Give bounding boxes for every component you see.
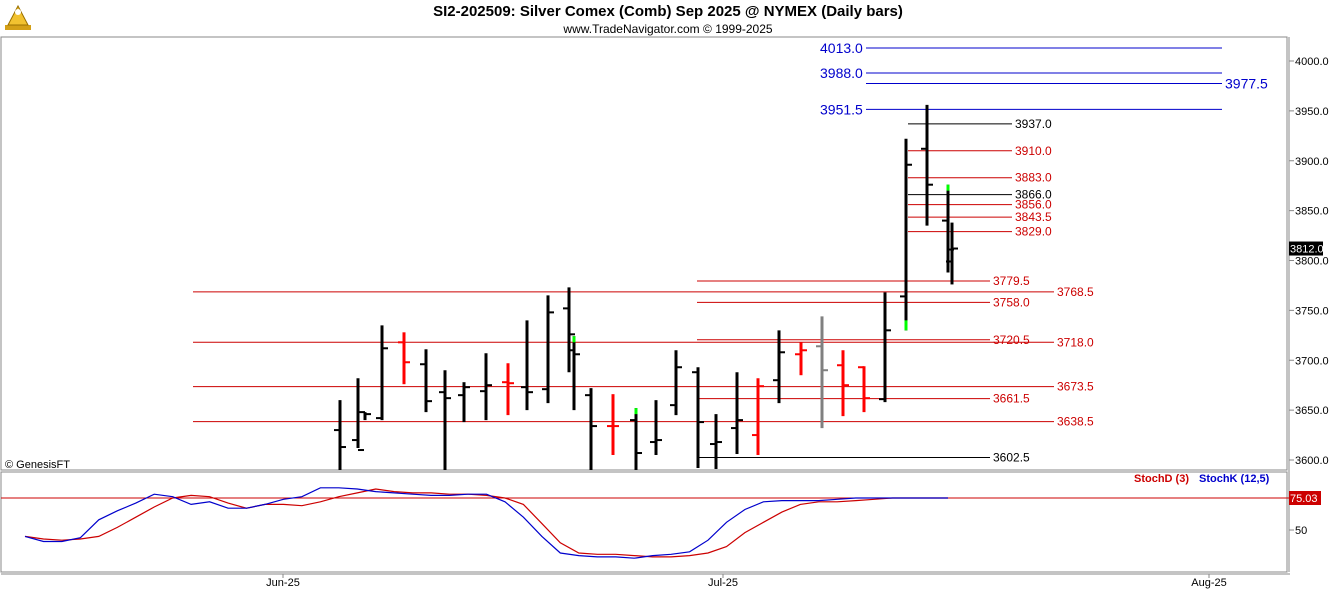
stoch-series-line	[24, 488, 948, 558]
level-label: 3779.5	[993, 274, 1030, 288]
copyright-text: © GenesisFT	[5, 459, 70, 471]
y-tick-label: 4000.0	[1295, 56, 1329, 68]
chart-subtitle: www.TradeNavigator.com © 1999-2025	[563, 22, 773, 36]
y-tick-label: 3800.0	[1295, 256, 1329, 268]
date-x-axis: Jun-25 Jul-25 Aug-25	[266, 574, 1227, 589]
stoch-panel-frame	[0, 471, 1288, 573]
level-label: 3661.5	[993, 392, 1030, 406]
legend-stochK: StochK (12,5)	[1199, 473, 1270, 485]
last-price-label: 3812.0	[1290, 244, 1324, 256]
price-bars	[334, 104, 958, 470]
level-label: 3758.0	[993, 295, 1030, 309]
y-tick-label: 3700.0	[1295, 355, 1329, 367]
stoch-value-label: 75.03	[1290, 493, 1318, 505]
x-tick-label: Jul-25	[708, 577, 738, 589]
y-tick-label: 3650.0	[1295, 405, 1329, 417]
level-label: 3602.5	[993, 451, 1030, 465]
legend-stochD: StochD (3)	[1134, 473, 1189, 485]
price-y-axis: 3600.0 3650.0 3700.0 3750.0 3800.0 3850.0 3900…	[1289, 56, 1329, 467]
chart-title: SI2-202509: Silver Comex (Comb) Sep 2025…	[433, 3, 903, 20]
x-tick-label: Aug-25	[1191, 577, 1226, 589]
level-label: 3856.0	[1015, 198, 1052, 212]
level-label: 3951.5	[820, 101, 863, 117]
price-panel-frame	[0, 36, 1288, 471]
level-label: 3988.0	[820, 65, 863, 81]
level-label: 3977.5	[1225, 75, 1268, 91]
y-tick-label: 3600.0	[1295, 455, 1329, 467]
level-label: 3673.5	[1057, 380, 1094, 394]
genesis-logo-icon	[5, 4, 31, 30]
stoch-series-line	[24, 487, 948, 559]
y-tick-label: 3750.0	[1295, 305, 1329, 317]
y-tick-label: 3900.0	[1295, 156, 1329, 168]
stochastic-panel: StochD (3) StochK (12,5) 75.03 50	[1, 473, 1321, 559]
level-label: 3768.5	[1057, 285, 1094, 299]
level-label: 3937.0	[1015, 117, 1052, 131]
level-label: 3638.5	[1057, 415, 1094, 429]
last-price-tag	[1289, 241, 1323, 256]
horizontal-levels: 4013.0 3988.0 3977.5 3951.5 3937.0 3910.0 3883…	[193, 40, 1268, 465]
level-label: 4013.0	[820, 40, 863, 56]
level-label: 3910.0	[1015, 144, 1052, 158]
level-label: 3720.5	[993, 333, 1030, 347]
level-label: 3843.5	[1015, 210, 1052, 224]
stoch-value-tag	[1289, 491, 1321, 505]
level-label: 3866.0	[1015, 188, 1052, 202]
level-label: 3718.0	[1057, 335, 1094, 349]
y-tick-label: 3950.0	[1295, 106, 1329, 118]
level-label: 3829.0	[1015, 225, 1052, 239]
y-tick-label: 3850.0	[1295, 206, 1329, 218]
level-label: 3883.0	[1015, 171, 1052, 185]
x-tick-label: Jun-25	[266, 577, 300, 589]
stoch-y-tick-label: 50	[1295, 525, 1307, 537]
